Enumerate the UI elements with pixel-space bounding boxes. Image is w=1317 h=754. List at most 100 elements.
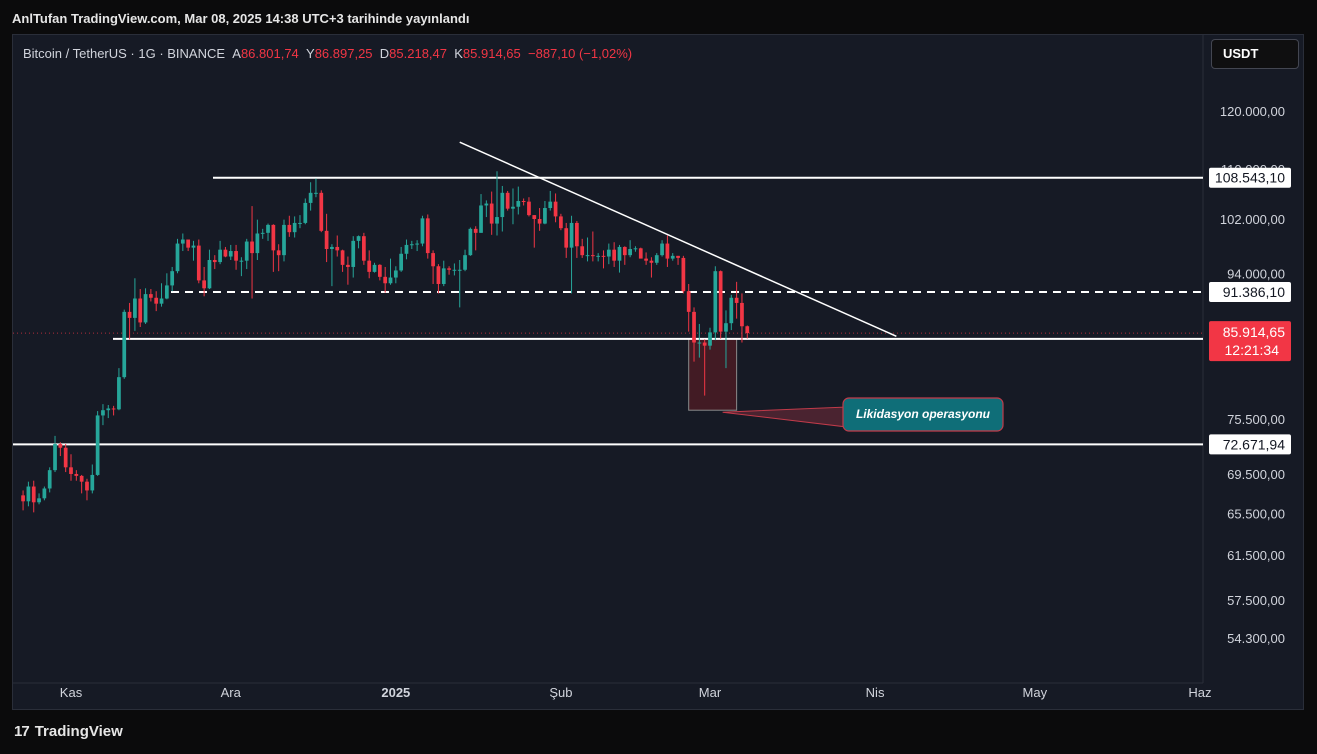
candle-body[interactable] [191, 245, 196, 248]
candle-body[interactable] [58, 444, 63, 448]
candle-body[interactable] [729, 297, 734, 324]
candle-body[interactable] [330, 246, 334, 249]
candle-body[interactable] [654, 255, 659, 263]
candle-body[interactable] [154, 297, 159, 304]
candle-body[interactable] [298, 222, 302, 224]
candle-body[interactable] [138, 298, 143, 323]
candle-body[interactable] [180, 239, 185, 244]
candle-body[interactable] [548, 201, 553, 209]
candle-body[interactable] [282, 224, 286, 256]
candle-body[interactable] [202, 280, 206, 289]
candle-body[interactable] [612, 249, 617, 261]
candle-body[interactable] [580, 246, 585, 256]
candle-body[interactable] [47, 470, 52, 489]
candle-body[interactable] [117, 377, 121, 410]
candle-body[interactable] [697, 342, 702, 344]
candle-body[interactable] [85, 481, 89, 491]
candle-body[interactable] [69, 467, 73, 474]
trendline[interactable] [459, 141, 897, 337]
candle-body[interactable] [308, 192, 313, 203]
candle-body[interactable] [404, 244, 409, 254]
candle-body[interactable] [692, 311, 696, 343]
symbol-title[interactable]: Bitcoin / TetherUS · 1G · BINANCE [23, 46, 226, 61]
candle-body[interactable] [79, 475, 84, 482]
candle-body[interactable] [21, 495, 25, 502]
candle-body[interactable] [362, 236, 366, 261]
candle-body[interactable] [676, 255, 680, 258]
candle-body[interactable] [234, 251, 238, 261]
candle-body[interactable] [601, 255, 606, 257]
candle-body[interactable] [324, 230, 329, 249]
candle-body[interactable] [660, 243, 664, 256]
candle-body[interactable] [686, 291, 691, 312]
candle-body[interactable] [495, 217, 499, 224]
candle-body[interactable] [314, 192, 318, 194]
candle-body[interactable] [479, 205, 483, 233]
candle-body[interactable] [452, 269, 457, 271]
annotation-callout[interactable] [842, 397, 1004, 432]
candle-body[interactable] [559, 216, 563, 229]
level-price-tag[interactable] [1209, 282, 1291, 303]
candle-body[interactable] [649, 260, 654, 263]
candle-body[interactable] [212, 259, 217, 263]
candle-body[interactable] [702, 342, 707, 346]
candle-body[interactable] [409, 244, 414, 246]
candle-body[interactable] [457, 269, 462, 271]
level-price-tag[interactable] [1209, 434, 1291, 455]
candle-body[interactable] [74, 473, 79, 476]
candle-body[interactable] [718, 271, 723, 332]
candle-body[interactable] [26, 486, 31, 502]
candle-body[interactable] [420, 218, 425, 244]
candle-body[interactable] [303, 202, 308, 223]
candle-body[interactable] [489, 203, 494, 224]
candle-body[interactable] [356, 236, 361, 241]
candle-body[interactable] [724, 323, 728, 332]
candle-body[interactable] [484, 203, 489, 206]
candle-body[interactable] [553, 201, 558, 217]
candle-body[interactable] [388, 277, 393, 284]
candle-body[interactable] [228, 251, 233, 257]
candle-body[interactable] [260, 232, 265, 234]
candle-body[interactable] [500, 192, 505, 218]
candle-body[interactable] [164, 285, 169, 299]
currency-button[interactable]: USDT [1211, 39, 1299, 69]
candle-body[interactable] [335, 246, 340, 251]
tradingview-logo[interactable]: 17 TradingView [14, 723, 123, 740]
candle-body[interactable] [617, 246, 622, 261]
candle-body[interactable] [266, 224, 270, 233]
candle-body[interactable] [596, 255, 601, 257]
candle-body[interactable] [665, 243, 670, 259]
candle-body[interactable] [244, 241, 249, 261]
candle-body[interactable] [511, 206, 515, 209]
candle-body[interactable] [441, 268, 446, 284]
candle-body[interactable] [521, 201, 526, 203]
candle-body[interactable] [143, 294, 148, 323]
candle-body[interactable] [543, 208, 547, 224]
candle-body[interactable] [681, 257, 686, 292]
candle-body[interactable] [468, 228, 473, 256]
candle-body[interactable] [372, 264, 377, 272]
candle-body[interactable] [585, 255, 590, 257]
candle-body[interactable] [505, 192, 510, 209]
candle-body[interactable] [537, 219, 542, 224]
candle-body[interactable] [436, 266, 441, 284]
candle-body[interactable] [745, 326, 750, 334]
candle-body[interactable] [670, 255, 675, 259]
candle-body[interactable] [239, 260, 244, 262]
candle-body[interactable] [111, 408, 116, 410]
candle-body[interactable] [271, 224, 276, 251]
candle-body[interactable] [431, 253, 435, 267]
candle-body[interactable] [399, 253, 404, 271]
candle-body[interactable] [564, 228, 569, 248]
candle-body[interactable] [447, 268, 451, 270]
candle-body[interactable] [606, 249, 611, 257]
candle-body[interactable] [346, 264, 350, 267]
candle-body[interactable] [367, 260, 372, 272]
candle-body[interactable] [319, 192, 324, 231]
candle-body[interactable] [532, 215, 537, 220]
candle-body[interactable] [622, 246, 627, 256]
candle-body[interactable] [250, 241, 254, 254]
candle-body[interactable] [463, 255, 467, 270]
candle-body[interactable] [425, 218, 430, 254]
candle-body[interactable] [53, 444, 57, 471]
